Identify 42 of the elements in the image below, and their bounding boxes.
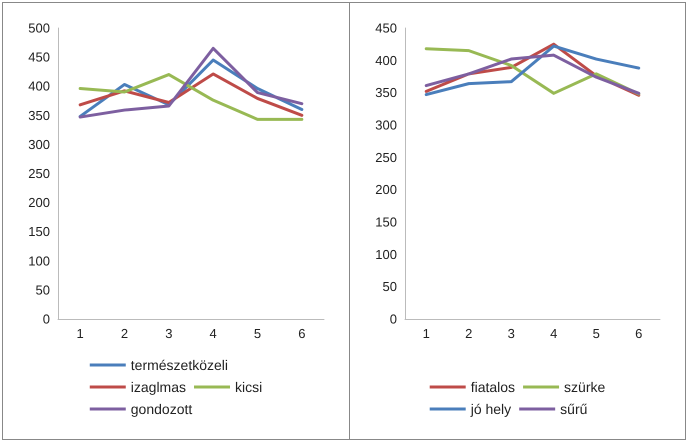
x-tick-label: 2 (120, 326, 128, 341)
y-tick-label: 300 (28, 136, 50, 152)
legend-label: izaglmas (130, 379, 186, 395)
legend-label: sűrű (560, 401, 588, 417)
x-tick-label: 3 (508, 326, 515, 341)
y-tick-label: 50 (36, 282, 50, 298)
legend-label: szürke (564, 379, 606, 395)
y-tick-label: 250 (28, 166, 50, 181)
legend-label: gondozott (130, 401, 192, 417)
y-tick-label: 0 (390, 312, 397, 326)
x-tick-label: 5 (592, 326, 600, 341)
x-tick-label: 6 (298, 326, 306, 341)
y-tick-label: 100 (28, 253, 50, 268)
x-tick-label: 4 (210, 326, 217, 341)
y-tick-label: 50 (382, 279, 397, 294)
x-tick-label: 6 (635, 326, 642, 341)
y-tick-label: 500 (28, 20, 50, 36)
line-series (78, 46, 304, 119)
legend-label: jó hely (470, 401, 512, 417)
y-tick-label: 150 (28, 224, 50, 240)
y-tick-label: 250 (375, 150, 397, 165)
y-tick-label: 400 (375, 52, 397, 68)
y-tick-label: 450 (28, 50, 50, 65)
y-tick-label: 350 (375, 85, 397, 100)
x-tick-label: 1 (422, 326, 430, 341)
x-tick-label: 1 (76, 326, 84, 341)
y-tick-label: 300 (375, 118, 397, 132)
x-tick-label: 5 (254, 326, 262, 341)
x-tick-label: 4 (550, 326, 558, 341)
y-tick-label: 350 (28, 108, 50, 123)
legend-label: kicsi (235, 379, 262, 395)
x-tick-label: 3 (165, 326, 172, 341)
y-tick-label: 200 (375, 182, 397, 198)
legend-label: természetközeli (130, 357, 228, 373)
legend-label: fiatalos (470, 379, 516, 395)
y-tick-label: 400 (28, 78, 50, 94)
y-tick-label: 150 (375, 214, 397, 230)
y-tick-label: 0 (42, 312, 50, 326)
x-tick-label: 2 (465, 326, 472, 341)
y-tick-label: 200 (28, 195, 50, 210)
y-tick-label: 450 (375, 20, 397, 36)
y-tick-label: 100 (375, 246, 397, 262)
